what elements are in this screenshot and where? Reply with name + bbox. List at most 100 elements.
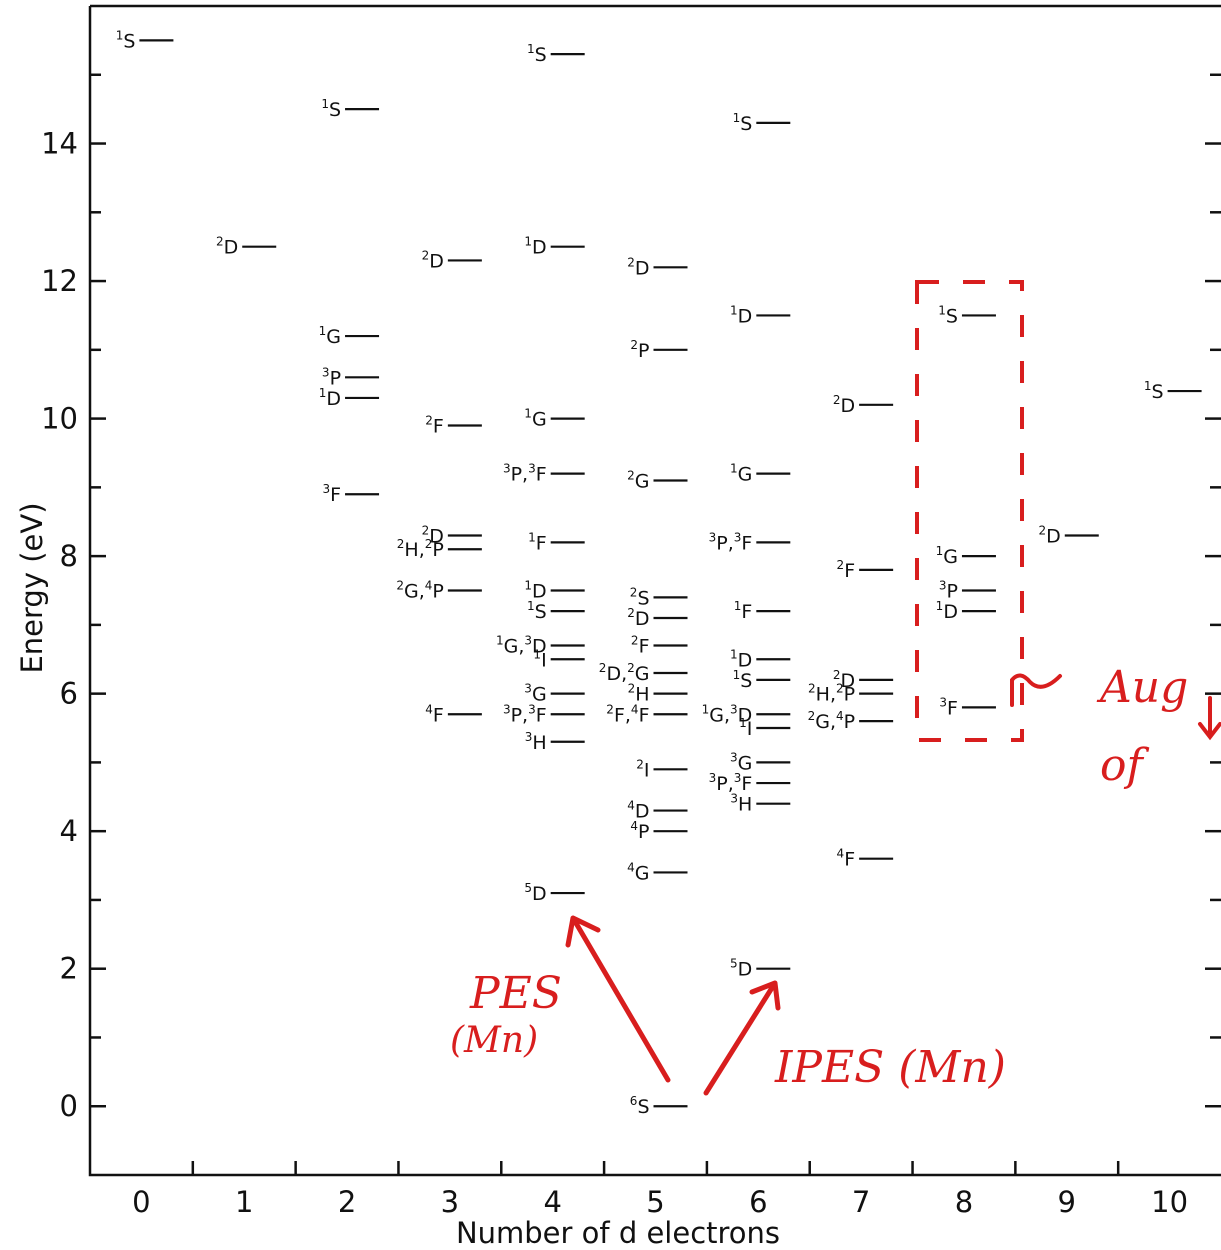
- level-label: 2D: [833, 668, 855, 692]
- level-label: 1D: [524, 579, 546, 603]
- level-label: 3G: [730, 750, 752, 774]
- level-label: 3H: [730, 792, 752, 816]
- plot-frame: [88, 4, 1221, 1177]
- level-label: 2D: [1038, 523, 1060, 547]
- y-tick-label: 0: [60, 1089, 78, 1123]
- level-label: 1S: [938, 303, 958, 327]
- x-tick-label: 2: [338, 1185, 356, 1219]
- level-label: 1G,3D: [496, 634, 547, 658]
- y-tick-label: 2: [60, 952, 78, 986]
- level-label: 2D: [833, 393, 855, 417]
- level-label: 2G: [627, 468, 649, 492]
- energy-levels: 1S2D1S1G3P1D3F2D2F2D2H,2P2G,4P4F1S1D1G3P…: [116, 28, 1202, 1118]
- x-tick-label: 9: [1058, 1185, 1076, 1219]
- level-label: 1D: [936, 599, 958, 623]
- level-label: 1G: [936, 544, 958, 568]
- level-label: 1D: [730, 303, 752, 327]
- level-label: 1S: [321, 97, 341, 121]
- level-label: 1I: [739, 716, 752, 740]
- level-label: 4G: [627, 860, 649, 884]
- level-label: 1G: [319, 324, 341, 348]
- level-label: 2D: [422, 248, 444, 272]
- pes-annotation: PES: [469, 968, 562, 1019]
- level-label: 2F,4F: [606, 702, 649, 726]
- level-label: 3P: [939, 579, 958, 603]
- axes: [88, 4, 1221, 1177]
- level-label: 3P,3F: [503, 702, 547, 726]
- level-label: 1F: [528, 530, 547, 554]
- y-tick-label: 8: [60, 539, 78, 573]
- y-tick-label: 12: [41, 264, 78, 298]
- level-label: 1D: [730, 647, 752, 671]
- x-axis-title: Number of d electrons: [456, 1216, 780, 1250]
- level-label: 1I: [533, 647, 546, 671]
- level-label: 1S: [527, 42, 547, 66]
- level-label: 1G: [730, 462, 752, 486]
- x-tick-label: 10: [1151, 1185, 1188, 1219]
- x-tick-label: 3: [441, 1185, 459, 1219]
- level-label: 1D: [524, 235, 546, 259]
- level-label: 2G,4P: [396, 579, 444, 603]
- level-label: 2F: [631, 634, 650, 658]
- y-tick-label: 4: [60, 814, 78, 848]
- level-label: 3F: [939, 695, 958, 719]
- level-label: 3P,3F: [503, 462, 547, 486]
- level-label: 6S: [630, 1094, 650, 1118]
- level-label: 3P,3F: [709, 530, 753, 554]
- level-label: 2D: [627, 255, 649, 279]
- auger-bracket: [1010, 673, 1062, 707]
- level-label: 3H: [525, 730, 547, 754]
- x-tick-label: 7: [852, 1185, 870, 1219]
- handwritten-annotations: PES (Mn) IPES (Mn) Aug of: [450, 280, 1221, 1096]
- y-axis-title: Energy (eV): [15, 502, 49, 673]
- level-label: 1S: [116, 28, 136, 52]
- level-label: 1S: [733, 111, 753, 135]
- level-label: 1F: [734, 599, 753, 623]
- y-tick-label: 6: [60, 677, 78, 711]
- level-label: 2D: [422, 523, 444, 547]
- level-label: 1G: [524, 407, 546, 431]
- auger-sub-annotation: of: [1100, 740, 1149, 791]
- level-label: 3F: [322, 482, 341, 506]
- level-label: 4F: [837, 847, 856, 871]
- level-label: 2S: [630, 585, 650, 609]
- level-label: 2F: [425, 413, 444, 437]
- x-tick-label: 4: [543, 1185, 561, 1219]
- level-label: 1S: [733, 668, 753, 692]
- level-label: 3G: [524, 682, 546, 706]
- level-label: 4P: [630, 819, 649, 843]
- ipes-arrow: [703, 980, 781, 1096]
- x-tick-label: 8: [955, 1185, 973, 1219]
- level-label: 2G,4P: [808, 709, 856, 733]
- level-label: 2P: [630, 338, 649, 362]
- level-label: 2H,2P: [397, 537, 444, 561]
- level-label: 2D: [216, 235, 238, 259]
- level-label: 5D: [524, 881, 546, 905]
- level-label: 2I: [636, 757, 649, 781]
- level-label: 2F: [837, 558, 856, 582]
- x-tick-label: 5: [646, 1185, 664, 1219]
- level-label: 1G,3D: [702, 702, 753, 726]
- level-label: 4F: [425, 702, 444, 726]
- ipes-annotation: IPES (Mn): [774, 1042, 1006, 1093]
- level-label: 3P: [322, 365, 341, 389]
- y-tick-label: 10: [41, 402, 78, 436]
- auger-annotation: Aug: [1096, 662, 1188, 713]
- level-label: 2H: [628, 682, 650, 706]
- auger-down-arrow: [1198, 696, 1221, 741]
- x-tick-label: 1: [235, 1185, 253, 1219]
- level-label: 2D,2G: [599, 661, 650, 685]
- level-label: 4D: [627, 799, 649, 823]
- level-label: 3P,3F: [709, 771, 753, 795]
- level-label: 2D: [627, 606, 649, 630]
- x-tick-label: 6: [749, 1185, 767, 1219]
- level-label: 1S: [1144, 379, 1164, 403]
- level-label: 1S: [527, 599, 547, 623]
- level-label: 1D: [319, 386, 341, 410]
- y-tick-label: 14: [41, 127, 78, 161]
- level-label: 5D: [730, 957, 752, 981]
- pes-sub-annotation: (Mn): [450, 1020, 538, 1061]
- level-label: 2H,2P: [808, 682, 855, 706]
